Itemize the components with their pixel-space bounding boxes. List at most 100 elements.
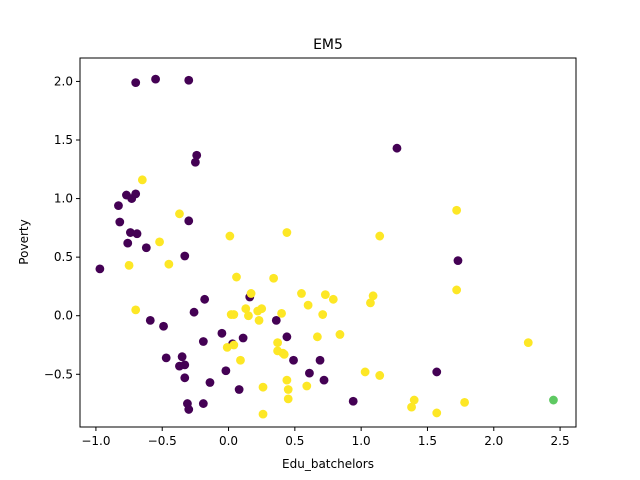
scatter-point bbox=[375, 231, 385, 241]
scatter-point bbox=[319, 375, 329, 385]
scatter-point bbox=[205, 378, 215, 387]
scatter-point bbox=[127, 194, 137, 203]
scatter-point bbox=[200, 294, 210, 304]
scatter-point bbox=[241, 304, 251, 314]
scatter-point bbox=[303, 300, 313, 310]
scatter-point bbox=[151, 74, 160, 84]
y-tick-label: 0.0 bbox=[54, 309, 73, 323]
scatter-point bbox=[177, 352, 187, 362]
scatter-point bbox=[409, 395, 419, 405]
scatter-point bbox=[452, 205, 462, 215]
scatter-point bbox=[189, 307, 199, 317]
scatter-point bbox=[289, 355, 298, 365]
plot-area-frame bbox=[79, 57, 577, 428]
scatter-point bbox=[180, 373, 190, 383]
scatter-point bbox=[258, 409, 268, 419]
scatter-point bbox=[175, 209, 184, 219]
scatter-point bbox=[282, 228, 292, 237]
scatter-point bbox=[360, 367, 370, 377]
scatter-point bbox=[229, 340, 239, 350]
scatter-point bbox=[132, 229, 142, 239]
scatter-point bbox=[180, 251, 190, 261]
y-tick-label: 0.5 bbox=[54, 250, 73, 264]
x-tick-label: −0.5 bbox=[148, 434, 177, 448]
scatter-point bbox=[335, 330, 345, 339]
scatter-point bbox=[141, 243, 151, 253]
scatter-point bbox=[282, 332, 292, 342]
scatter-point bbox=[192, 150, 202, 160]
scatter-point bbox=[460, 398, 469, 407]
scatter-point bbox=[232, 272, 241, 282]
y-axis-label: Poverty bbox=[17, 219, 31, 264]
scatter-point bbox=[229, 310, 239, 319]
scatter-point bbox=[452, 285, 462, 295]
scatter-point bbox=[145, 316, 155, 325]
scatter-point bbox=[257, 304, 267, 314]
scatter-point bbox=[453, 256, 463, 266]
scatter-point bbox=[368, 291, 378, 301]
y-tick-label: −0.5 bbox=[44, 367, 73, 381]
scatter-point bbox=[523, 338, 533, 348]
scatter-point bbox=[269, 273, 279, 283]
scatter-point bbox=[244, 311, 253, 321]
scatter-point bbox=[320, 290, 330, 300]
scatter-point bbox=[549, 395, 558, 405]
scatter-point bbox=[155, 237, 164, 247]
scatter-point bbox=[432, 408, 442, 418]
scatter-point bbox=[432, 367, 442, 377]
scatter-point bbox=[180, 360, 190, 370]
scatter-point bbox=[254, 316, 264, 325]
scatter-point bbox=[328, 294, 338, 304]
scatter-point bbox=[184, 405, 194, 414]
scatter-point bbox=[222, 342, 232, 352]
scatter-point bbox=[236, 355, 245, 365]
scatter-point bbox=[283, 394, 293, 404]
scatter-point bbox=[217, 328, 227, 338]
scatter-point bbox=[124, 260, 134, 270]
scatter-point bbox=[375, 371, 385, 380]
scatter-point bbox=[297, 289, 306, 298]
scatter-point bbox=[159, 321, 168, 331]
scatter-point bbox=[348, 396, 358, 406]
scatter-point bbox=[190, 157, 200, 167]
scatter-point bbox=[312, 332, 322, 342]
x-tick-label: 1.5 bbox=[418, 434, 437, 448]
scatter-point bbox=[407, 402, 416, 412]
x-tick-label: 0.0 bbox=[219, 434, 238, 448]
scatter-point bbox=[131, 78, 141, 87]
x-tick-label: −1.0 bbox=[81, 434, 110, 448]
points-layer bbox=[95, 74, 558, 419]
scatter-point bbox=[184, 75, 194, 85]
scatter-point bbox=[221, 366, 231, 376]
scatter-point bbox=[366, 298, 375, 308]
scatter-point bbox=[238, 333, 248, 343]
scatter-point bbox=[282, 375, 292, 385]
scatter-point bbox=[279, 349, 289, 359]
scatter-point bbox=[114, 201, 123, 211]
scatter-point bbox=[271, 316, 281, 325]
scatter-point bbox=[273, 338, 282, 348]
scatter-point bbox=[318, 310, 328, 319]
scatter-point bbox=[95, 264, 105, 274]
scatter-point bbox=[258, 382, 268, 392]
chart-title: EM5 bbox=[313, 37, 343, 53]
x-tick-label: 2.0 bbox=[484, 434, 503, 448]
y-tick-label: 1.5 bbox=[54, 133, 73, 147]
y-tick-label: 2.0 bbox=[54, 74, 73, 88]
scatter-point bbox=[234, 385, 244, 394]
x-axis-label: Edu_batchelors bbox=[282, 457, 374, 471]
scatter-point bbox=[137, 175, 147, 185]
scatter-point bbox=[315, 355, 325, 365]
scatter-point bbox=[125, 228, 135, 237]
scatter-point bbox=[161, 353, 171, 363]
scatter-point bbox=[131, 305, 141, 315]
scatter-point bbox=[164, 259, 174, 269]
scatter-point bbox=[123, 238, 133, 248]
scatter-point bbox=[302, 381, 312, 391]
scatter-point bbox=[305, 368, 314, 378]
scatter-point bbox=[225, 231, 235, 241]
scatter-point bbox=[283, 385, 293, 394]
y-tick-label: 1.0 bbox=[54, 192, 73, 206]
